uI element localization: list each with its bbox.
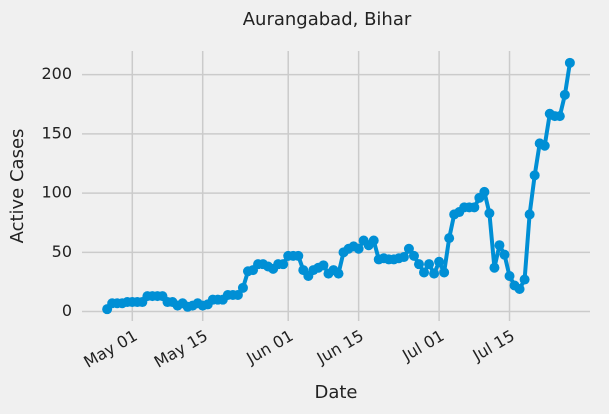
data-point [499, 249, 510, 260]
data-point [353, 243, 364, 254]
chart-title: Aurangabad, Bihar [243, 9, 412, 30]
x-tick-label: Jul 15 [469, 326, 518, 365]
y-tick-label: 200 [41, 64, 72, 83]
y-tick-label: 50 [52, 242, 72, 261]
data-point [333, 268, 344, 279]
y-tick-label: 0 [62, 301, 72, 320]
data-point [403, 243, 414, 254]
data-point [439, 267, 450, 278]
data-point [564, 57, 575, 68]
data-point [514, 284, 525, 295]
x-tick-label: May 15 [151, 326, 211, 372]
data-point [504, 271, 515, 281]
data-point [318, 260, 329, 271]
data-point [444, 233, 455, 244]
data-point [424, 259, 435, 270]
data-point [398, 252, 409, 263]
data-point [408, 250, 419, 261]
data-point [519, 274, 530, 285]
x-tick-label: Jun 01 [242, 326, 296, 368]
x-tick-label: Jun 15 [313, 326, 367, 368]
data-point [529, 170, 540, 181]
data-point [539, 140, 550, 151]
y-tick-label: 100 [41, 183, 72, 202]
data-point [278, 259, 289, 270]
data-point [479, 186, 490, 197]
data-point [434, 256, 445, 267]
data-point [554, 111, 565, 122]
x-tick-label: May 01 [80, 326, 140, 372]
data-point [524, 209, 535, 220]
data-point [413, 259, 424, 270]
data-point [293, 250, 304, 261]
data-point [368, 235, 379, 246]
data-point [489, 262, 500, 273]
data-point [429, 268, 440, 279]
data-point [232, 289, 243, 300]
data-point [494, 240, 505, 251]
data-point [484, 208, 495, 219]
data-point [469, 202, 480, 213]
data-point [237, 282, 248, 293]
y-tick-label: 150 [41, 123, 72, 142]
x-tick-label: Jul 01 [398, 326, 447, 365]
x-axis-label: Date [314, 382, 357, 403]
y-axis-label: Active Cases [7, 129, 28, 244]
data-point [419, 267, 430, 278]
data-point [559, 89, 570, 100]
